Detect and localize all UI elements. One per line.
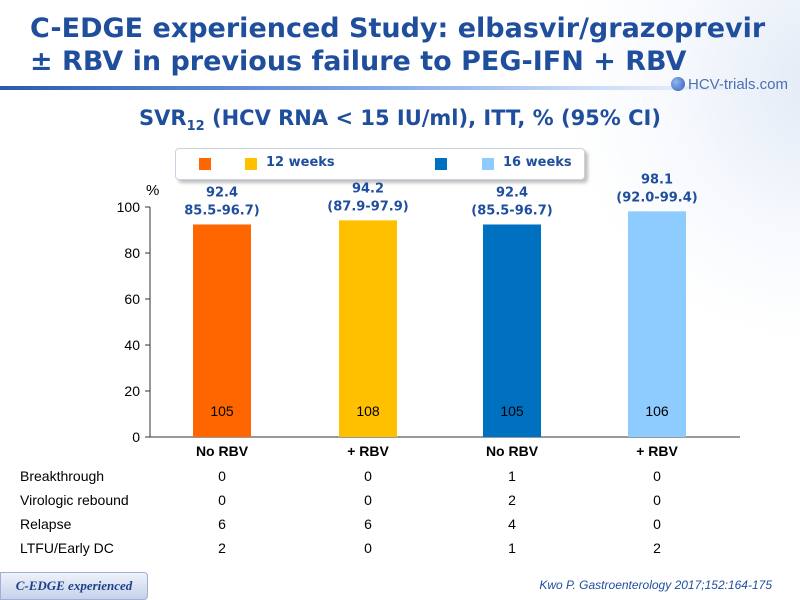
bar-n-label: 106	[645, 403, 669, 419]
y-tick-label: 80	[124, 245, 140, 261]
y-tick-label: 60	[124, 291, 140, 307]
subtitle-subscript: 12	[186, 119, 205, 135]
bar-value-label: 92.4	[496, 185, 528, 200]
table-cell: 0	[653, 468, 661, 484]
bars-group: 92.4 85.5-96.7) 105 No RBV 94.2 (87.9-97.9) 10…	[184, 172, 697, 459]
legend-swatch-12w-b	[245, 158, 257, 170]
legend-swatch-16w-a	[435, 158, 447, 170]
bar-n-label: 105	[500, 403, 524, 419]
y-tick-label: 40	[124, 337, 140, 353]
table-cell: 6	[218, 516, 226, 532]
table-cell: 1	[508, 468, 516, 484]
bar	[339, 220, 397, 437]
chart-legend: 12 weeks 16 weeks	[175, 148, 585, 180]
bar-value-label: 98.1	[641, 172, 673, 187]
bar	[628, 211, 686, 437]
table-cell: 0	[653, 516, 661, 532]
bar-ci-label: (87.9-97.9)	[327, 199, 408, 214]
legend-swatch-12w-a	[199, 158, 211, 170]
table-row-label: Relapse	[20, 516, 72, 532]
study-tag: C-EDGE experienced	[0, 572, 148, 600]
bar	[193, 224, 251, 437]
x-category-label: No RBV	[196, 443, 249, 459]
x-category-label: + RBV	[636, 443, 678, 459]
table-cell: 2	[653, 540, 661, 556]
bar-ci-label: 85.5-96.7)	[184, 203, 260, 218]
reference-citation: Kwo P. Gastroenterology 2017;152:164-175	[539, 578, 772, 592]
bar-ci-label: (85.5-96.7)	[471, 203, 552, 218]
legend-swatch-16w-b	[482, 158, 494, 170]
chart-subtitle: SVR12 (HCV RNA < 15 IU/ml), ITT, % (95% …	[0, 106, 800, 134]
y-tick-label: 0	[132, 429, 140, 445]
slide-title: C-EDGE experienced Study: elbasvir/grazo…	[30, 12, 770, 78]
y-axis-unit-label: %	[146, 182, 159, 199]
subtitle-rest: (HCV RNA < 15 IU/ml), ITT, % (95% CI)	[204, 106, 661, 130]
table-row-label: Breakthrough	[20, 468, 105, 484]
x-category-label: + RBV	[347, 443, 389, 459]
x-category-label: No RBV	[486, 443, 539, 459]
table-cell: 0	[653, 492, 661, 508]
table-cell: 4	[508, 516, 516, 532]
title-line-2: ± RBV in previous failure to PEG-IFN + R…	[30, 46, 687, 77]
table-cell: 0	[218, 492, 226, 508]
table-cell: 0	[218, 468, 226, 484]
bar-value-label: 92.4	[206, 185, 238, 200]
table-cell: 6	[364, 516, 372, 532]
table-cell: 0	[364, 492, 372, 508]
table-cell: 0	[364, 468, 372, 484]
table-cell: 0	[364, 540, 372, 556]
subtitle-main: SVR	[139, 106, 187, 130]
bar-value-label: 94.2	[352, 181, 384, 196]
table-cell: 2	[508, 492, 516, 508]
header-divider	[0, 86, 740, 90]
bar-n-label: 108	[356, 403, 380, 419]
table-row-label: Virologic rebound	[20, 492, 129, 508]
bar-n-label: 105	[210, 403, 234, 419]
table-cell: 1	[508, 540, 516, 556]
legend-label-12-weeks: 12 weeks	[266, 155, 335, 170]
table-cell: 2	[218, 540, 226, 556]
bar	[483, 224, 541, 437]
table-row-label: LTFU/Early DC	[20, 540, 114, 556]
bar-ci-label: (92.0-99.4)	[616, 190, 697, 205]
title-line-1: C-EDGE experienced Study: elbasvir/grazo…	[30, 13, 766, 44]
y-axis-ticks: 0 20 40 60 80 100	[117, 199, 150, 445]
legend-label-16-weeks: 16 weeks	[503, 155, 572, 170]
y-tick-label: 20	[124, 383, 140, 399]
y-tick-label: 100	[117, 199, 141, 215]
